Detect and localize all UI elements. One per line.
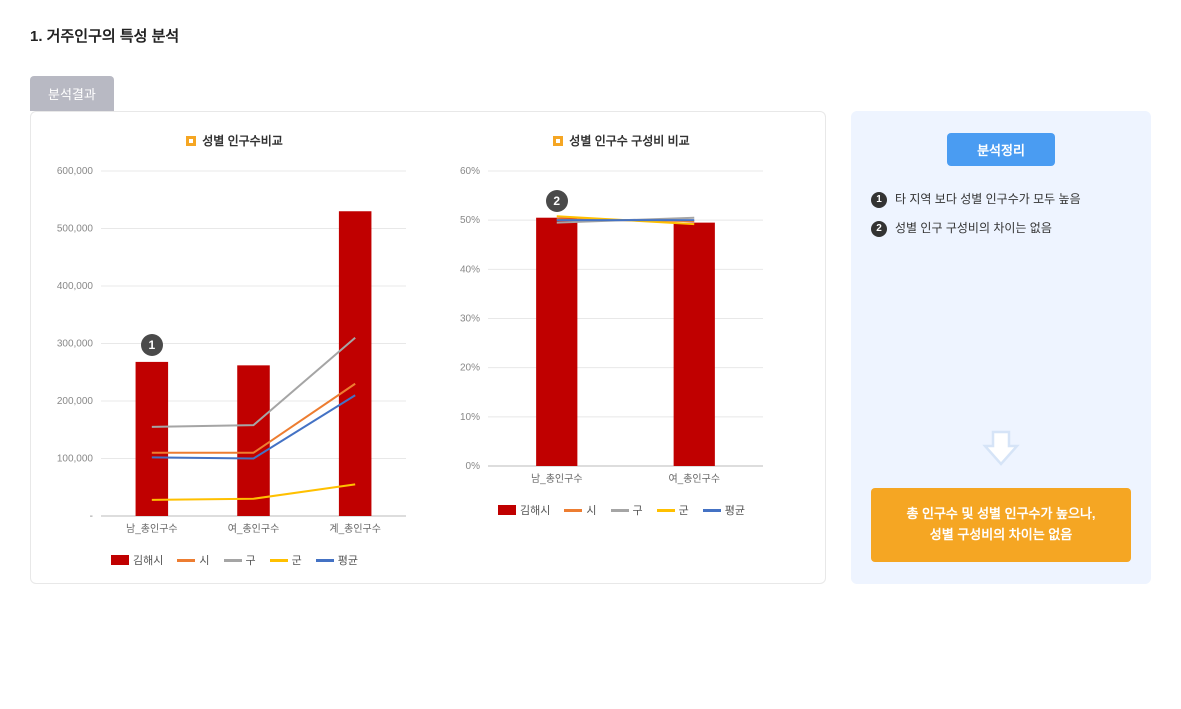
svg-text:100,000: 100,000: [57, 454, 94, 465]
chart1-legend: 김해시 시 구 군 평균: [111, 552, 358, 568]
legend-line-icon: [703, 509, 721, 512]
bar: [237, 365, 270, 516]
legend-label: 구: [633, 502, 643, 518]
chart1-block: 성별 인구수비교 - 100,000 200,000 300,000 400,000 50…: [46, 132, 423, 568]
svg-text:20%: 20%: [460, 363, 480, 374]
svg-text:600,000: 600,000: [57, 166, 94, 177]
legend-line-icon: [177, 559, 195, 562]
svg-text:300,000: 300,000: [57, 339, 94, 350]
legend-item: 시: [177, 552, 209, 568]
legend-item: 김해시: [498, 502, 550, 518]
legend-label: 평균: [338, 552, 358, 568]
legend-line-icon: [657, 509, 675, 512]
legend-swatch-icon: [498, 505, 516, 515]
legend-label: 군: [292, 552, 302, 568]
svg-text:계_총인구수: 계_총인구수: [329, 523, 381, 535]
legend-line-icon: [270, 559, 288, 562]
legend-line-icon: [224, 559, 242, 562]
legend-swatch-icon: [111, 555, 129, 565]
legend-item: 김해시: [111, 552, 163, 568]
bar: [136, 362, 169, 516]
chart-badge-icon: 1: [141, 334, 163, 356]
legend-item: 평균: [316, 552, 358, 568]
legend-label: 군: [679, 502, 689, 518]
tab-result[interactable]: 분석결과: [30, 76, 114, 111]
svg-text:여_총인구수: 여_총인구수: [668, 473, 720, 485]
legend-item: 구: [611, 502, 643, 518]
svg-text:50%: 50%: [460, 215, 480, 226]
side-panel: 분석정리 1 타 지역 보다 성별 인구수가 모두 높음 2 성별 인구 구성비의 차…: [851, 111, 1151, 584]
svg-text:남_총인구수: 남_총인구수: [531, 473, 583, 485]
svg-text:60%: 60%: [460, 166, 480, 177]
bar: [674, 223, 715, 466]
charts-panel: 성별 인구수비교 - 100,000 200,000 300,000 400,000 50…: [30, 111, 826, 584]
chart-svg: 0% 10% 20% 30% 40% 50% 60% 남_총인구수 여_총인구수: [433, 161, 773, 491]
page-title: 1. 거주인구의 특성 분석: [30, 25, 1151, 46]
chart2-title-text: 성별 인구수 구성비 비교: [569, 132, 689, 149]
legend-label: 평균: [725, 502, 745, 518]
chart1-title-text: 성별 인구수비교: [202, 132, 283, 149]
bullet-text: 타 지역 보다 성별 인구수가 모두 높음: [895, 191, 1081, 208]
bullet-text: 성별 인구 구성비의 차이는 없음: [895, 220, 1052, 237]
svg-text:30%: 30%: [460, 314, 480, 325]
legend-item: 군: [270, 552, 302, 568]
svg-text:10%: 10%: [460, 412, 480, 423]
chart-marker-icon: [186, 136, 196, 146]
legend-item: 시: [564, 502, 596, 518]
legend-label: 시: [199, 552, 209, 568]
svg-text:40%: 40%: [460, 264, 480, 275]
arrow-down-icon: [979, 426, 1023, 473]
chart-svg: - 100,000 200,000 300,000 400,000 500,000 600,…: [46, 161, 416, 541]
conclusion-box: 총 인구수 및 성별 인구수가 높으나,성별 구성비의 차이는 없음: [871, 488, 1131, 562]
chart1-title: 성별 인구수비교: [186, 132, 283, 149]
svg-text:여_총인구수: 여_총인구수: [228, 523, 280, 535]
legend-line-icon: [316, 559, 334, 562]
chart1-svg-wrap: - 100,000 200,000 300,000 400,000 500,000 600,…: [46, 161, 423, 544]
side-badge: 분석정리: [947, 133, 1055, 166]
legend-line-icon: [611, 509, 629, 512]
bullet-item: 2 성별 인구 구성비의 차이는 없음: [871, 220, 1131, 237]
svg-text:0%: 0%: [466, 461, 481, 472]
legend-item: 군: [657, 502, 689, 518]
legend-line-icon: [564, 509, 582, 512]
legend-item: 평균: [703, 502, 745, 518]
chart-marker-icon: [553, 136, 563, 146]
svg-text:500,000: 500,000: [57, 224, 94, 235]
legend-label: 김해시: [520, 502, 550, 518]
svg-text:-: -: [90, 511, 93, 522]
chart-badge-icon: 2: [546, 190, 568, 212]
legend-label: 시: [586, 502, 596, 518]
legend-label: 구: [246, 552, 256, 568]
chart2-svg-wrap: 0% 10% 20% 30% 40% 50% 60% 남_총인구수 여_총인구수 2: [433, 161, 810, 494]
bar: [536, 218, 577, 466]
bullet-list: 1 타 지역 보다 성별 인구수가 모두 높음 2 성별 인구 구성비의 차이는 없음: [871, 191, 1131, 249]
chart2-title: 성별 인구수 구성비 비교: [553, 132, 689, 149]
bullet-num-icon: 1: [871, 192, 887, 208]
legend-item: 구: [224, 552, 256, 568]
svg-text:남_총인구수: 남_총인구수: [126, 523, 178, 535]
svg-text:400,000: 400,000: [57, 281, 94, 292]
content-row: 성별 인구수비교 - 100,000 200,000 300,000 400,000 50…: [30, 111, 1151, 584]
chart2-legend: 김해시 시 구 군 평균: [498, 502, 745, 518]
svg-text:200,000: 200,000: [57, 396, 94, 407]
bullet-item: 1 타 지역 보다 성별 인구수가 모두 높음: [871, 191, 1131, 208]
bar: [339, 211, 372, 516]
chart2-block: 성별 인구수 구성비 비교 0% 10% 20% 30% 40% 50% 60% 남_총인구수…: [433, 132, 810, 568]
bullet-num-icon: 2: [871, 221, 887, 237]
legend-label: 김해시: [133, 552, 163, 568]
